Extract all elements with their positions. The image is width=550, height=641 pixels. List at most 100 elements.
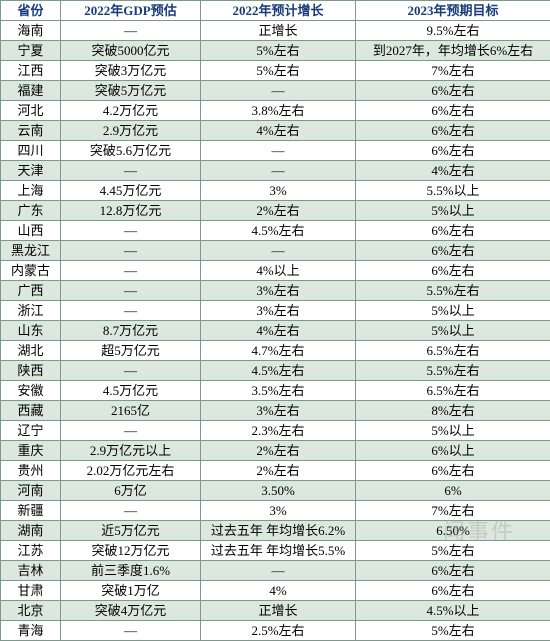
table-cell: 突破1万亿: [61, 581, 201, 601]
table-cell: 5%以上: [356, 321, 550, 341]
table-cell: 突破5万亿元: [61, 81, 201, 101]
table-row: 广东12.8万亿元2%左右5%以上: [1, 201, 550, 221]
table-cell: 天津: [1, 161, 61, 181]
table-body: 海南—正增长9.5%左右宁夏突破5000亿元5%左右到2027年，年均增长6%左…: [1, 21, 550, 641]
table-cell: 江西: [1, 61, 61, 81]
table-row: 山西—4.5%左右6%左右: [1, 221, 550, 241]
table-row: 西藏2165亿3%左右8%左右: [1, 401, 550, 421]
header-province: 省份: [1, 1, 61, 21]
table-cell: 6%以上: [356, 441, 550, 461]
table-cell: 6万亿: [61, 481, 201, 501]
table-cell: 2165亿: [61, 401, 201, 421]
table-cell: 4%以上: [201, 261, 356, 281]
table-cell: 6%左右: [356, 221, 550, 241]
table-cell: —: [201, 241, 356, 261]
table-cell: 过去五年 年均增长6.2%: [201, 521, 356, 541]
table-row: 广西—3%左右5.5%左右: [1, 281, 550, 301]
table-row: 福建突破5万亿元—6%左右: [1, 81, 550, 101]
table-cell: 山西: [1, 221, 61, 241]
table-cell: 5%左右: [356, 541, 550, 561]
table-row: 吉林前三季度1.6%—6%左右: [1, 561, 550, 581]
table-cell: 7%左右: [356, 501, 550, 521]
table-cell: —: [61, 261, 201, 281]
table-cell: 北京: [1, 601, 61, 621]
table-cell: 福建: [1, 81, 61, 101]
table-cell: 浙江: [1, 301, 61, 321]
table-row: 贵州2.02万亿元左右2%左右6%左右: [1, 461, 550, 481]
table-row: 四川突破5.6万亿元—6%左右: [1, 141, 550, 161]
header-gdp: 2022年GDP预估: [61, 1, 201, 21]
table-cell: 吉林: [1, 561, 61, 581]
table-cell: 4%左右: [356, 161, 550, 181]
table-row: 辽宁—2.3%左右5%以上: [1, 421, 550, 441]
table-cell: —: [201, 141, 356, 161]
table-cell: 广东: [1, 201, 61, 221]
table-row: 江西突破3万亿元5%左右7%左右: [1, 61, 550, 81]
table-cell: 4.5%以上: [356, 601, 550, 621]
header-target: 2023年预期目标: [356, 1, 550, 21]
table-cell: —: [61, 421, 201, 441]
table-row: 江苏突破12万亿元过去五年 年均增长5.5%5%左右: [1, 541, 550, 561]
table-cell: 4.5%左右: [201, 361, 356, 381]
table-cell: —: [61, 281, 201, 301]
table-row: 浙江—3%左右5%以上: [1, 301, 550, 321]
table-cell: —: [61, 361, 201, 381]
table-cell: 重庆: [1, 441, 61, 461]
table-cell: 青海: [1, 621, 61, 641]
table-cell: 正增长: [201, 21, 356, 41]
table-cell: 2.02万亿元左右: [61, 461, 201, 481]
table-cell: 突破5000亿元: [61, 41, 201, 61]
table-cell: 5%左右: [201, 61, 356, 81]
table-cell: 6%左右: [356, 561, 550, 581]
table-row: 海南—正增长9.5%左右: [1, 21, 550, 41]
table-row: 湖北超5万亿元4.7%左右6.5%左右: [1, 341, 550, 361]
table-cell: 3%左右: [201, 401, 356, 421]
table-cell: 5.5%左右: [356, 281, 550, 301]
table-cell: 辽宁: [1, 421, 61, 441]
table-cell: 5%左右: [201, 41, 356, 61]
table-cell: —: [61, 241, 201, 261]
table-cell: —: [201, 81, 356, 101]
table-cell: 4.5万亿元: [61, 381, 201, 401]
table-cell: 广西: [1, 281, 61, 301]
table-cell: 前三季度1.6%: [61, 561, 201, 581]
table-row: 北京突破4万亿元正增长4.5%以上: [1, 601, 550, 621]
table-cell: 4.45万亿元: [61, 181, 201, 201]
table-cell: 6%左右: [356, 101, 550, 121]
table-cell: —: [61, 301, 201, 321]
table-cell: 4%: [201, 581, 356, 601]
gdp-table: 省份 2022年GDP预估 2022年预计增长 2023年预期目标 海南—正增长…: [0, 0, 550, 641]
table-cell: 正增长: [201, 601, 356, 621]
table-cell: 3.8%左右: [201, 101, 356, 121]
table-cell: 黑龙江: [1, 241, 61, 261]
table-cell: 6%: [356, 481, 550, 501]
table-cell: 3%左右: [201, 281, 356, 301]
table-cell: —: [201, 161, 356, 181]
table-cell: 湖南: [1, 521, 61, 541]
table-cell: 2.9万亿元以上: [61, 441, 201, 461]
table-cell: 突破4万亿元: [61, 601, 201, 621]
table-cell: 2.3%左右: [201, 421, 356, 441]
table-row: 天津——4%左右: [1, 161, 550, 181]
table-cell: 河北: [1, 101, 61, 121]
table-cell: 6%左右: [356, 581, 550, 601]
table-cell: 4%左右: [201, 121, 356, 141]
table-row: 黑龙江——6%左右: [1, 241, 550, 261]
header-growth: 2022年预计增长: [201, 1, 356, 21]
table-cell: —: [61, 621, 201, 641]
table-cell: 6%左右: [356, 141, 550, 161]
table-cell: 7%左右: [356, 61, 550, 81]
table-cell: 6%左右: [356, 121, 550, 141]
table-cell: —: [61, 221, 201, 241]
table-row: 河南6万亿3.50%6%: [1, 481, 550, 501]
table-cell: 上海: [1, 181, 61, 201]
table-cell: 6%左右: [356, 241, 550, 261]
table-cell: 5.5%以上: [356, 181, 550, 201]
table-cell: 海南: [1, 21, 61, 41]
table-row: 甘肃突破1万亿4%6%左右: [1, 581, 550, 601]
table-cell: 3.5%左右: [201, 381, 356, 401]
table-cell: 安徽: [1, 381, 61, 401]
table-cell: 5.5%左右: [356, 361, 550, 381]
table-cell: 3.50%: [201, 481, 356, 501]
table-cell: 过去五年 年均增长5.5%: [201, 541, 356, 561]
